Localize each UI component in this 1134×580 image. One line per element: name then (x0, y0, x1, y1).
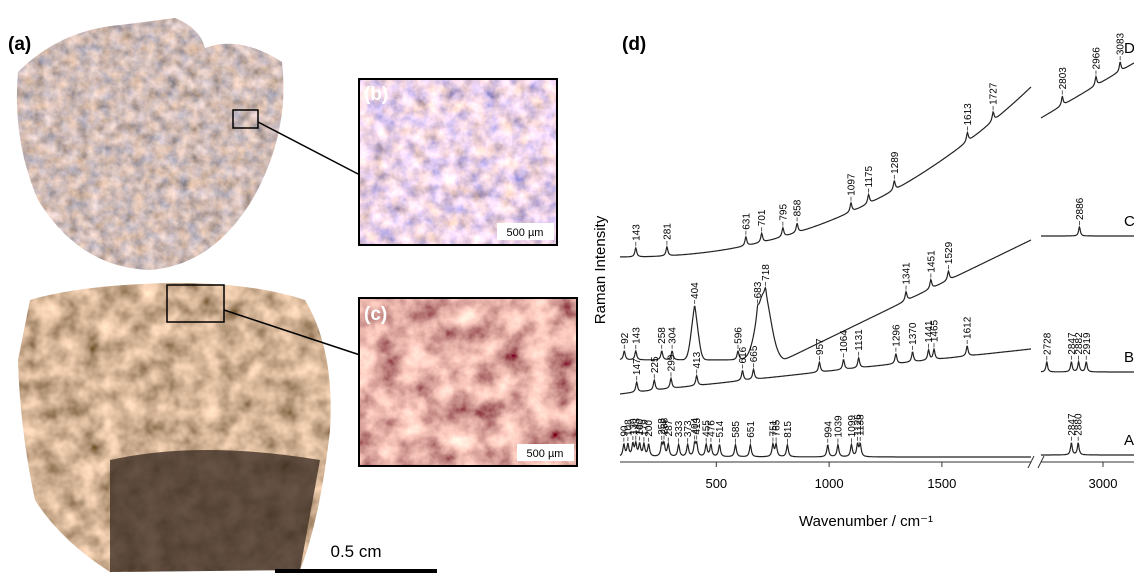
spectrum (1041, 62, 1134, 118)
peak-label: 2886 (1075, 197, 1086, 220)
spectrum (1041, 443, 1134, 455)
peak-label: 596 (733, 327, 744, 344)
spectrum (1041, 362, 1134, 372)
series-label: B (1124, 349, 1134, 366)
peak-label: 2919 (1082, 332, 1093, 355)
peak-label: 299 (666, 354, 677, 371)
panel-label: (b) (364, 84, 388, 105)
peak-label: 795 (778, 204, 789, 221)
peak-label: 815 (783, 421, 794, 438)
peak-label: 1451 (926, 250, 937, 273)
peak-label: 2966 (1091, 47, 1102, 70)
spectrum-chart: Wavenumber / cm⁻¹ Raman Intensity 500 100… (592, 32, 1134, 530)
peak-label: 665 (749, 345, 760, 362)
peak-label: 718 (761, 264, 772, 281)
panel-label: (d) (622, 34, 646, 55)
peak-label: 1175 (864, 166, 875, 188)
series-label: A (1124, 432, 1134, 449)
photo-a (17, 18, 577, 572)
peak-label: 1138 (856, 414, 867, 436)
x-tick-label: 3000 (1089, 476, 1118, 491)
peak-label: 143 (631, 224, 642, 241)
x-tick-label: 500 (705, 476, 727, 491)
series-label: C (1124, 213, 1134, 230)
peak-label: 143 (631, 327, 642, 344)
peak-label: 287 (664, 419, 675, 436)
scale-label: 500 µm (507, 227, 544, 239)
peak-label: 1529 (944, 241, 955, 264)
peak-label: 1370 (908, 322, 919, 345)
spectrum (620, 441, 1031, 457)
peak-label: 765 (772, 419, 783, 436)
peak-label: 258 (657, 327, 668, 344)
panel-label: (a) (8, 34, 31, 55)
peak-label: 701 (757, 209, 768, 226)
peak-label: 631 (741, 213, 752, 230)
peak-label: 514 (715, 420, 726, 437)
peak-label: 1289 (890, 151, 901, 174)
peak-label: 92 (620, 332, 631, 344)
y-axis-label: Raman Intensity (592, 215, 609, 324)
peak-label: 1465 (930, 319, 941, 342)
peak-label: 2880 (1074, 413, 1085, 436)
peak-label: 1612 (963, 316, 974, 339)
peak-label: 404 (690, 282, 701, 299)
peak-label: 683 (753, 281, 764, 298)
peak-label: 281 (662, 223, 673, 240)
peak-label: 1727 (989, 82, 1000, 105)
peak-label: 1131 (854, 329, 865, 351)
peak-label: 1097 (846, 173, 857, 196)
peak-label: 225 (650, 356, 661, 373)
peak-label: 651 (746, 421, 757, 438)
peak-label: 1613 (963, 103, 974, 126)
spectrum (1041, 227, 1134, 236)
peak-label: 1039 (833, 415, 844, 438)
peak-label: 957 (815, 338, 826, 355)
peak-label: 1064 (839, 330, 850, 353)
series-label: D (1124, 40, 1134, 57)
x-axis-label: Wavenumber / cm⁻¹ (799, 513, 933, 530)
peak-label: 1341 (902, 262, 913, 285)
peak-label: 2728 (1042, 332, 1053, 355)
panel-label: (c) (364, 304, 387, 325)
scale-label: 500 µm (527, 448, 564, 460)
peak-label: 858 (793, 199, 804, 216)
x-tick-label: 1500 (927, 476, 956, 491)
peak-label: 304 (668, 327, 679, 344)
x-tick-label: 1000 (815, 476, 844, 491)
scale-label: 0.5 cm (330, 542, 381, 561)
peak-label: 585 (731, 421, 742, 438)
peak-label: 616 (738, 346, 749, 363)
peak-label: 2803 (1058, 67, 1069, 90)
peak-label: 413 (692, 351, 703, 368)
figure: (a) (b) (c) (d) 500 µm 500 µm 0.5 cm Wav… (0, 0, 1134, 575)
peak-label: 200 (644, 420, 655, 437)
peak-label: 147 (632, 358, 643, 375)
peak-label: 1296 (891, 324, 902, 347)
